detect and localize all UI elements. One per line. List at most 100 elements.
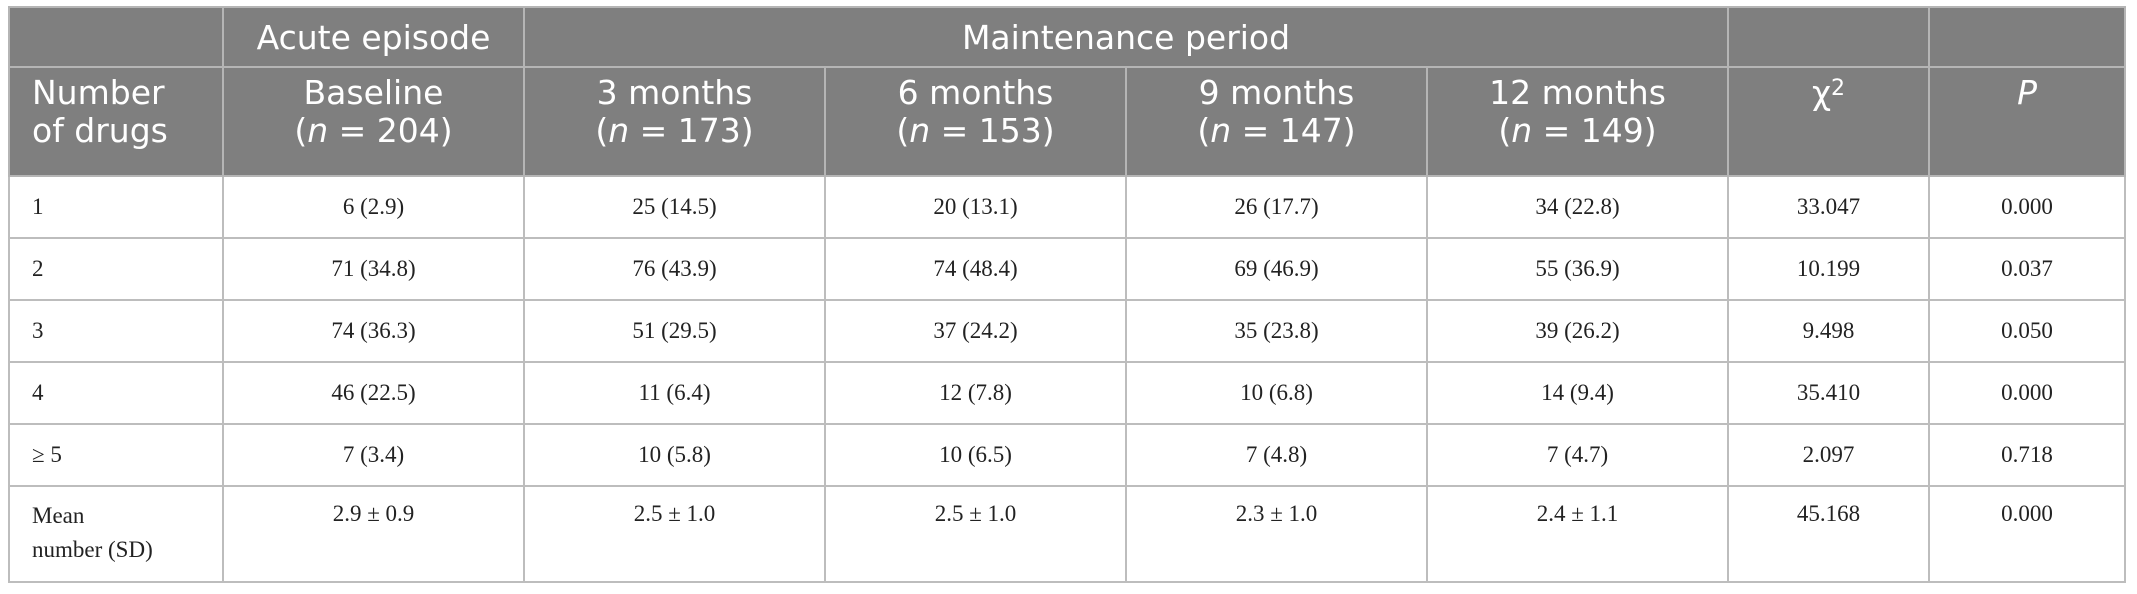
cell-chi-square: 33.047	[1727, 175, 1931, 239]
cell-12-months: 39 (26.2)	[1425, 299, 1730, 363]
cell-chi-square: 2.097	[1727, 423, 1931, 487]
header-number-line2: of drugs	[32, 111, 168, 150]
header-col-label: 12 months	[1489, 73, 1666, 112]
cell-3-months: 25 (14.5)	[523, 175, 826, 239]
cell-chi-square: 35.410	[1727, 361, 1931, 425]
cell-p-value: 0.718	[1928, 423, 2127, 487]
row-label: 4	[8, 361, 224, 425]
header-empty-cell	[1727, 6, 1931, 68]
header-col-6-months: 6 months (n = 153)	[824, 66, 1127, 177]
cell-p-value: 0.000	[1928, 175, 2127, 239]
header-col-9-months: 9 months (n = 147)	[1125, 66, 1428, 177]
row-label: 3	[8, 299, 224, 363]
header-col-12-months: 12 months (n = 149)	[1425, 66, 1730, 177]
n-value: 173	[677, 111, 741, 150]
cell-9-months: 10 (6.8)	[1125, 361, 1428, 425]
row-label-line: Mean	[32, 503, 85, 528]
table-row: Mean number (SD) 2.9 ± 0.9 2.5 ± 1.0 2.5 ± 1…	[8, 485, 2127, 583]
header-col-label: 6 months	[897, 73, 1054, 112]
n-value: 204	[376, 111, 440, 150]
cell-6-months: 74 (48.4)	[824, 237, 1127, 301]
n-eq: =	[629, 111, 678, 150]
cell-baseline: 6 (2.9)	[222, 175, 525, 239]
cell-p-value: 0.037	[1928, 237, 2127, 301]
row-label: ≥ 5	[8, 423, 224, 487]
header-col-p-value: P	[1928, 66, 2127, 177]
n-symbol: n	[909, 111, 931, 150]
table-header: Acute episode Maintenance period Number …	[8, 6, 2127, 177]
n-value: 149	[1580, 111, 1644, 150]
cell-3-months: 2.5 ± 1.0	[523, 485, 826, 583]
header-col-chi-square: χ2	[1727, 66, 1931, 177]
n-value: 153	[978, 111, 1042, 150]
header-col-label: 9 months	[1198, 73, 1355, 112]
n-symbol: n	[1511, 111, 1533, 150]
row-label-line: number (SD)	[32, 537, 153, 562]
cell-chi-square: 9.498	[1727, 299, 1931, 363]
cell-p-value: 0.000	[1928, 485, 2127, 583]
cell-baseline: 74 (36.3)	[222, 299, 525, 363]
header-col-3-months: 3 months (n = 173)	[523, 66, 826, 177]
cell-3-months: 76 (43.9)	[523, 237, 826, 301]
cell-9-months: 7 (4.8)	[1125, 423, 1428, 487]
cell-9-months: 2.3 ± 1.0	[1125, 485, 1428, 583]
cell-6-months: 12 (7.8)	[824, 361, 1127, 425]
row-label: Mean number (SD)	[8, 485, 224, 583]
cell-p-value: 0.050	[1928, 299, 2127, 363]
cell-6-months: 37 (24.2)	[824, 299, 1127, 363]
cell-baseline: 71 (34.8)	[222, 237, 525, 301]
cell-9-months: 35 (23.8)	[1125, 299, 1428, 363]
n-symbol: n	[608, 111, 630, 150]
n-eq: =	[1532, 111, 1581, 150]
header-number-line1: Number	[32, 73, 165, 112]
header-col-baseline: Baseline (n = 204)	[222, 66, 525, 177]
header-acute-episode: Acute episode	[222, 6, 525, 68]
chi-superscript: 2	[1831, 76, 1846, 101]
cell-chi-square: 45.168	[1727, 485, 1931, 583]
cell-6-months: 10 (6.5)	[824, 423, 1127, 487]
cell-3-months: 51 (29.5)	[523, 299, 826, 363]
n-value: 147	[1279, 111, 1343, 150]
cell-baseline: 7 (3.4)	[222, 423, 525, 487]
cell-12-months: 34 (22.8)	[1425, 175, 1730, 239]
row-label: 2	[8, 237, 224, 301]
n-eq: =	[1231, 111, 1280, 150]
p-symbol: P	[2017, 73, 2037, 112]
cell-9-months: 26 (17.7)	[1125, 175, 1428, 239]
cell-12-months: 7 (4.7)	[1425, 423, 1730, 487]
n-eq: =	[930, 111, 979, 150]
header-col-label: Baseline	[303, 73, 444, 112]
header-number-of-drugs: Number of drugs	[8, 66, 224, 177]
n-eq: =	[328, 111, 377, 150]
cell-p-value: 0.000	[1928, 361, 2127, 425]
drug-count-table: Acute episode Maintenance period Number …	[8, 6, 2127, 583]
table-row: 4 46 (22.5) 11 (6.4) 12 (7.8) 10 (6.8) 14 (9.…	[8, 361, 2127, 425]
cell-12-months: 55 (36.9)	[1425, 237, 1730, 301]
cell-9-months: 69 (46.9)	[1125, 237, 1428, 301]
header-empty-cell	[1928, 6, 2127, 68]
cell-chi-square: 10.199	[1727, 237, 1931, 301]
cell-12-months: 2.4 ± 1.1	[1425, 485, 1730, 583]
table-container: Acute episode Maintenance period Number …	[8, 6, 2127, 583]
header-empty-cell	[8, 6, 224, 68]
header-col-label: 3 months	[596, 73, 753, 112]
cell-baseline: 46 (22.5)	[222, 361, 525, 425]
cell-baseline: 2.9 ± 0.9	[222, 485, 525, 583]
cell-6-months: 2.5 ± 1.0	[824, 485, 1127, 583]
cell-6-months: 20 (13.1)	[824, 175, 1127, 239]
header-column-row: Number of drugs Baseline (n = 204) 3 mon…	[8, 66, 2127, 177]
chi-symbol: χ	[1811, 73, 1832, 112]
cell-12-months: 14 (9.4)	[1425, 361, 1730, 425]
n-symbol: n	[307, 111, 329, 150]
cell-3-months: 10 (5.8)	[523, 423, 826, 487]
table-row: 3 74 (36.3) 51 (29.5) 37 (24.2) 35 (23.8) 39 …	[8, 299, 2127, 363]
header-group-row: Acute episode Maintenance period	[8, 6, 2127, 68]
header-maintenance-period: Maintenance period	[522, 6, 1730, 68]
row-label: 1	[8, 175, 224, 239]
n-symbol: n	[1210, 111, 1232, 150]
cell-3-months: 11 (6.4)	[523, 361, 826, 425]
table-row: 2 71 (34.8) 76 (43.9) 74 (48.4) 69 (46.9) 55 …	[8, 237, 2127, 301]
